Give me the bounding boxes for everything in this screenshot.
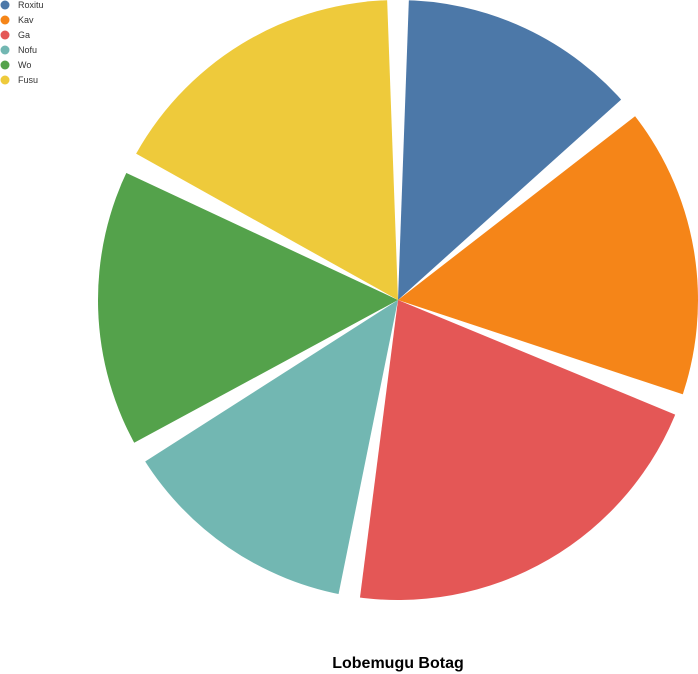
legend: Roxitu Kav Ga Nofu Wo Fusu [0, 0, 44, 85]
legend-label-fusu: Fusu [18, 75, 38, 85]
pie-slice-gap [122, 151, 398, 300]
pie-slices [97, 0, 698, 602]
legend-swatch-roxitu [0, 0, 10, 10]
pie-slice-fusu [131, 0, 399, 300]
legend-label-roxitu: Roxitu [18, 0, 44, 10]
legend-swatch-kav [0, 15, 10, 25]
legend-swatch-wo [0, 60, 10, 70]
pie-slice-wo [97, 163, 398, 453]
pie-slice-gap [130, 300, 398, 464]
pie-slice-kav [398, 107, 698, 405]
legend-swatch-nofu [0, 45, 10, 55]
legend-swatch-ga [0, 30, 10, 40]
pie-slice-gap [387, 0, 409, 300]
pie-slice-nofu [139, 300, 398, 597]
legend-swatch-fusu [0, 75, 10, 85]
pie-slice-gap [337, 300, 398, 602]
chart-title: Lobemugu Botag [332, 655, 464, 672]
legend-label-kav: Kav [18, 15, 34, 25]
legend-label-wo: Wo [18, 60, 31, 70]
pie-slice-gap [398, 300, 687, 417]
legend-label-ga: Ga [18, 30, 30, 40]
pie-slice-gap [398, 96, 639, 300]
pie-slice-roxitu [398, 0, 629, 300]
legend-label-nofu: Nofu [18, 45, 37, 55]
